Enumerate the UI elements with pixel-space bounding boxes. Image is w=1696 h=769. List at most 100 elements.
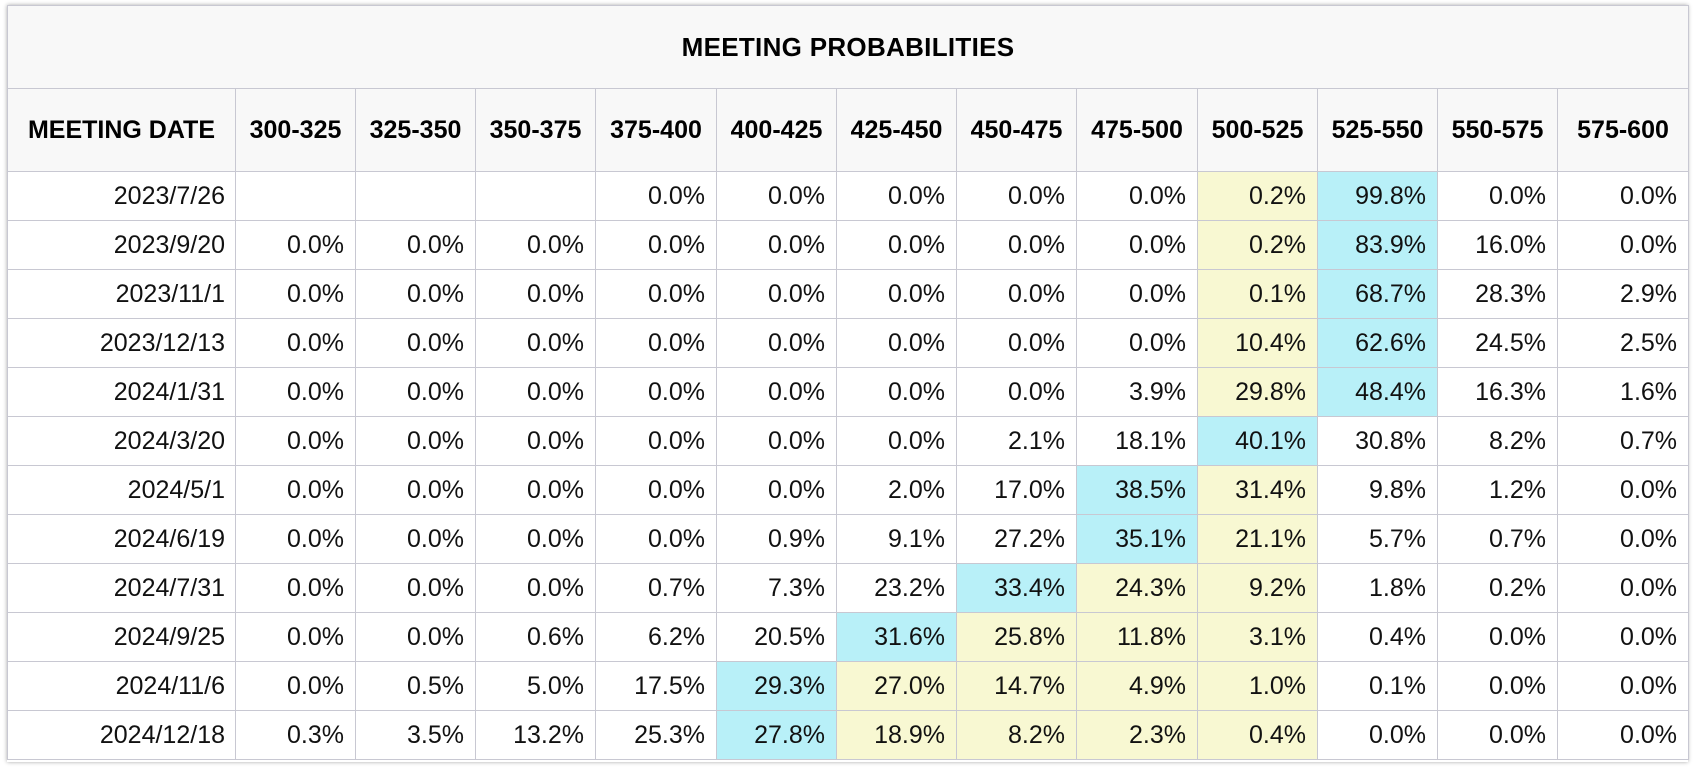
probability-cell: 0.0% xyxy=(235,465,356,515)
probability-cell: 0.0% xyxy=(595,416,717,466)
probability-cell: 13.2% xyxy=(475,710,596,760)
table-row: 2023/9/20 0.0% 0.0% 0.0% 0.0% 0.0% 0.0% 0.0% 0.0… xyxy=(7,220,1690,270)
probability-cell: 0.0% xyxy=(1556,563,1690,613)
probability-cell: 0.0% xyxy=(355,612,476,662)
probability-cell: 30.8% xyxy=(1317,416,1438,466)
probability-cell: 5.7% xyxy=(1317,514,1438,564)
probability-cell: 0.9% xyxy=(716,514,837,564)
rate-range-header: 550-575 xyxy=(1437,88,1558,172)
probability-cell: 0.0% xyxy=(836,171,957,221)
probability-cell: 0.0% xyxy=(355,514,476,564)
probability-cell: 0.0% xyxy=(235,514,356,564)
probability-cell xyxy=(475,171,596,221)
probability-cell: 0.1% xyxy=(1317,661,1438,711)
probability-cell: 0.0% xyxy=(1556,612,1690,662)
probability-cell: 11.8% xyxy=(1076,612,1198,662)
probability-cell: 0.0% xyxy=(836,416,957,466)
probability-table-frame: MEETING PROBABILITIES MEETING DATE 300-3… xyxy=(6,5,1690,762)
probability-cell: 0.0% xyxy=(235,220,356,270)
probability-cell: 0.0% xyxy=(595,367,717,417)
rate-range-header: 500-525 xyxy=(1197,88,1318,172)
probability-cell xyxy=(355,171,476,221)
probability-cell: 0.0% xyxy=(475,269,596,319)
table-row: 2023/12/13 0.0% 0.0% 0.0% 0.0% 0.0% 0.0% 0.0% 0.… xyxy=(7,318,1690,368)
probability-cell: 27.0% xyxy=(836,661,957,711)
probability-cell: 0.7% xyxy=(1556,416,1690,466)
rate-range-header: 450-475 xyxy=(956,88,1077,172)
probability-cell: 0.0% xyxy=(1556,220,1690,270)
probability-cell: 0.0% xyxy=(595,318,717,368)
meeting-date-header: MEETING DATE xyxy=(7,88,236,172)
probability-cell: 0.0% xyxy=(595,465,717,515)
probability-cell: 0.0% xyxy=(1556,710,1690,760)
probability-cell: 24.5% xyxy=(1437,318,1558,368)
probability-cell: 0.0% xyxy=(836,220,957,270)
meeting-date-cell: 2024/3/20 xyxy=(7,416,236,466)
probability-cell: 0.0% xyxy=(1556,661,1690,711)
probability-cell: 48.4% xyxy=(1317,367,1438,417)
table-row: 2023/7/26 0.0% 0.0% 0.0% 0.0% 0.0% 0.2% 99.8% 0.… xyxy=(7,171,1690,221)
column-header-row: MEETING DATE 300-325 325-350 350-375 375-40… xyxy=(7,88,1690,172)
probability-cell: 0.4% xyxy=(1317,612,1438,662)
probability-cell: 0.0% xyxy=(355,416,476,466)
probability-cell: 25.3% xyxy=(595,710,717,760)
probability-cell: 14.7% xyxy=(956,661,1077,711)
probability-cell: 0.0% xyxy=(716,318,837,368)
probability-cell: 8.2% xyxy=(956,710,1077,760)
probability-cell: 99.8% xyxy=(1317,171,1438,221)
table-row: 2024/3/20 0.0% 0.0% 0.0% 0.0% 0.0% 0.0% 2.1% 18.… xyxy=(7,416,1690,466)
table-row: 2024/6/19 0.0% 0.0% 0.0% 0.0% 0.9% 9.1% 27.2% 35… xyxy=(7,514,1690,564)
probability-cell: 0.0% xyxy=(595,171,717,221)
probability-cell: 9.8% xyxy=(1317,465,1438,515)
probability-cell: 38.5% xyxy=(1076,465,1198,515)
probability-cell: 0.0% xyxy=(1556,514,1690,564)
meeting-date-cell: 2024/11/6 xyxy=(7,661,236,711)
probability-cell: 1.0% xyxy=(1197,661,1318,711)
table-row: 2024/12/18 0.3% 3.5% 13.2% 25.3% 27.8% 18.9% 8.… xyxy=(7,710,1690,760)
rate-range-header: 325-350 xyxy=(355,88,476,172)
table-title: MEETING PROBABILITIES xyxy=(6,5,1690,89)
probability-cell: 0.0% xyxy=(1437,710,1558,760)
probability-cell: 0.0% xyxy=(475,367,596,417)
probability-cell: 0.0% xyxy=(836,318,957,368)
probability-cell: 68.7% xyxy=(1317,269,1438,319)
probability-cell: 28.3% xyxy=(1437,269,1558,319)
probability-cell: 0.0% xyxy=(235,416,356,466)
meeting-date-cell: 2023/7/26 xyxy=(7,171,236,221)
probability-cell: 1.6% xyxy=(1556,367,1690,417)
probability-cell: 0.0% xyxy=(1076,171,1198,221)
probability-cell: 0.7% xyxy=(1437,514,1558,564)
probability-cell: 0.0% xyxy=(235,563,356,613)
probability-cell: 0.0% xyxy=(956,220,1077,270)
rate-range-header: 300-325 xyxy=(235,88,356,172)
probability-cell: 27.8% xyxy=(716,710,837,760)
probability-cell: 0.0% xyxy=(235,269,356,319)
probability-cell: 16.3% xyxy=(1437,367,1558,417)
probability-cell: 0.0% xyxy=(235,661,356,711)
probability-cell: 29.3% xyxy=(716,661,837,711)
probability-cell: 2.1% xyxy=(956,416,1077,466)
rate-range-header: 475-500 xyxy=(1076,88,1198,172)
probability-cell: 0.0% xyxy=(475,465,596,515)
probability-cell: 0.0% xyxy=(716,416,837,466)
probability-cell: 0.7% xyxy=(595,563,717,613)
probability-cell: 1.2% xyxy=(1437,465,1558,515)
probability-cell: 25.8% xyxy=(956,612,1077,662)
probability-cell: 2.3% xyxy=(1076,710,1198,760)
probability-cell: 0.0% xyxy=(355,318,476,368)
meeting-date-cell: 2024/7/31 xyxy=(7,563,236,613)
probability-cell: 6.2% xyxy=(595,612,717,662)
probability-cell: 0.0% xyxy=(956,318,1077,368)
table-body: 2023/7/26 0.0% 0.0% 0.0% 0.0% 0.0% 0.2% 99.8% 0.… xyxy=(7,171,1690,760)
probability-cell: 3.5% xyxy=(355,710,476,760)
probability-cell: 29.8% xyxy=(1197,367,1318,417)
probability-cell: 0.3% xyxy=(235,710,356,760)
probability-cell: 0.0% xyxy=(956,171,1077,221)
table-row: 2024/9/25 0.0% 0.0% 0.6% 6.2% 20.5% 31.6% 25.8%… xyxy=(7,612,1690,662)
probability-cell: 0.0% xyxy=(595,220,717,270)
probability-cell: 2.5% xyxy=(1556,318,1690,368)
probability-cell: 0.1% xyxy=(1197,269,1318,319)
probability-cell: 4.9% xyxy=(1076,661,1198,711)
table-row: 2024/1/31 0.0% 0.0% 0.0% 0.0% 0.0% 0.0% 0.0% 3.9… xyxy=(7,367,1690,417)
probability-cell: 0.0% xyxy=(1076,269,1198,319)
